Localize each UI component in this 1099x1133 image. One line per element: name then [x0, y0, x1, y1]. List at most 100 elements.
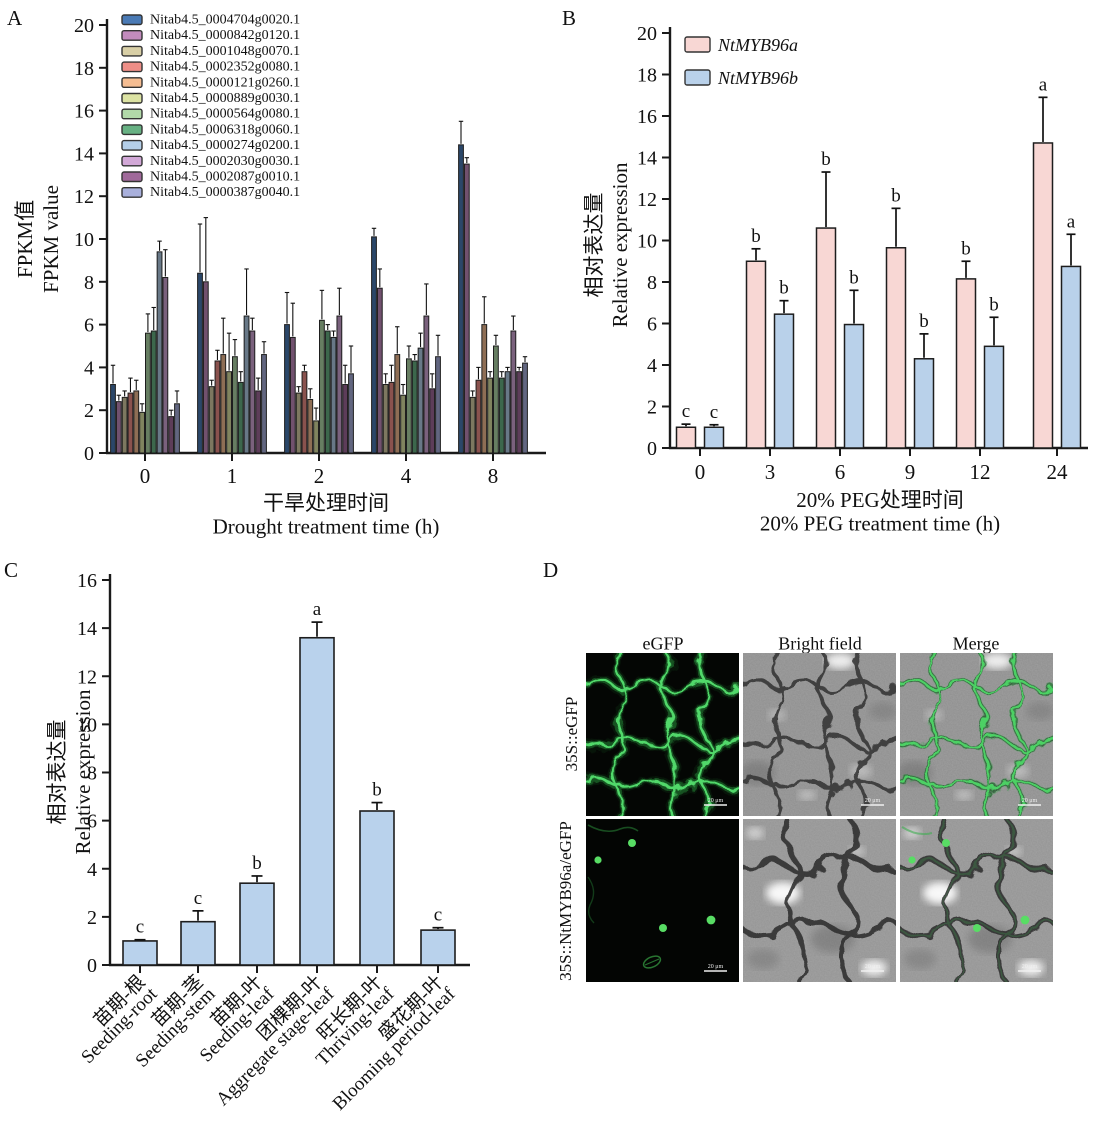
- y-tick-label: 8: [647, 272, 657, 294]
- x-tick-label: 2: [314, 464, 325, 488]
- y-tick-label: 10: [77, 714, 97, 736]
- legend-swatch: [121, 14, 143, 26]
- micrograph-ntmyb96a-gfp: 20 μm: [586, 819, 739, 982]
- bar-Nitab4.5_0000387g0040.1-2: [348, 373, 354, 454]
- grain-texture: [900, 653, 1053, 816]
- x-tick-label: 0: [695, 460, 706, 484]
- bar-NtMYB96b-2: [843, 323, 865, 449]
- micrograph-35s-egfp-gfp-image: 20 μm: [586, 653, 739, 816]
- faint-membrane-wisp: [587, 876, 595, 924]
- scale-bar-label: 20 μm: [708, 798, 724, 804]
- x-tick-label: 3: [765, 460, 776, 484]
- y-tick-label: 10: [637, 231, 657, 253]
- bar-Nitab4.5_0000564g0080.1-1: [232, 356, 238, 454]
- legend-label: NtMYB96b: [717, 68, 798, 88]
- sig-letter: a: [313, 599, 322, 620]
- y-tick-label: 10: [74, 229, 94, 251]
- legend-swatch: [121, 77, 143, 89]
- panel-b-ylabel-en: Relative expression: [608, 162, 632, 328]
- bar-C-5: [420, 929, 456, 966]
- y-tick-label: 12: [77, 666, 97, 688]
- x-tick-label: 6: [835, 460, 846, 484]
- y-tick-label: 6: [647, 314, 657, 336]
- shadow-blob: [1026, 702, 1053, 720]
- y-tick-label: 16: [77, 570, 97, 592]
- panel-c-label: C: [4, 558, 19, 582]
- legend-label: Nitab4.5_0004704g0020.1: [150, 13, 300, 28]
- bar-NtMYB96b-0: [703, 426, 725, 449]
- bar-Nitab4.5_0000842g0120.1-1: [202, 281, 209, 454]
- scale-bar-label: 20 μm: [708, 964, 724, 970]
- bar-Nitab4.5_0000274g0200.1-2: [330, 336, 337, 454]
- highlight-blob: [850, 764, 872, 778]
- bar-Nitab4.5_0002030g0030.1-4: [510, 330, 517, 454]
- legend-swatch: [121, 30, 143, 41]
- y-tick-label: 4: [647, 355, 657, 377]
- y-tick-label: 16: [74, 101, 94, 123]
- bar-Nitab4.5_0000842g0120.1-0: [115, 401, 122, 454]
- bar-Nitab4.5_0000889g0030.1-1: [226, 371, 232, 454]
- legend-label: Nitab4.5_0006318g0060.1: [150, 122, 300, 137]
- bar-C-3: [299, 636, 335, 966]
- bar-Nitab4.5_0000121g0260.1-2: [307, 399, 314, 454]
- legend-swatch: [121, 139, 143, 151]
- bar-NtMYB96b-1: [773, 313, 795, 449]
- sig-letter: c: [682, 401, 690, 422]
- bar-Nitab4.5_0000564g0080.1-3: [406, 358, 412, 454]
- bar-Nitab4.5_0000121g0260.1-4: [481, 324, 488, 454]
- bar-Nitab4.5_0004704g0020.1-3: [371, 236, 377, 454]
- gfp-nucleus-dot: [594, 856, 602, 864]
- bar-NtMYB96a-3: [885, 247, 907, 449]
- panel-a-label: A: [7, 6, 23, 30]
- bar-Nitab4.5_0000564g0080.1-0: [145, 332, 151, 454]
- bar-Nitab4.5_0006318g0060.1-1: [237, 381, 244, 454]
- bar-NtMYB96b-5: [1060, 265, 1082, 449]
- bar-Nitab4.5_0002030g0030.1-2: [336, 315, 343, 454]
- micrograph-ntmyb96a-merge: 20 μm: [900, 819, 1053, 982]
- micrograph-ntmyb96a-merge-image: 20 μm: [900, 819, 1053, 982]
- highlight-blob: [982, 653, 1012, 669]
- legend-label: Nitab4.5_0002087g0010.1: [150, 170, 300, 185]
- legend-label: Nitab4.5_0000564g0080.1: [150, 107, 300, 122]
- bar-NtMYB96b-4: [983, 345, 1005, 449]
- x-tick-label: 8: [488, 464, 499, 488]
- bar-Nitab4.5_0004704g0020.1-2: [284, 324, 290, 454]
- highlight-blob: [1018, 960, 1044, 976]
- gfp-background: [586, 819, 739, 982]
- y-tick-label: 18: [74, 58, 94, 80]
- micrograph-35s-egfp-brightfield-image: 20 μm: [743, 653, 896, 816]
- stomata-outline: [642, 955, 662, 969]
- highlight-blob: [861, 960, 887, 976]
- sig-letter: b: [891, 185, 901, 206]
- gfp-nucleus-dot: [628, 839, 636, 847]
- panel-b-xlabel-en: 20% PEG treatment time (h): [759, 511, 1001, 536]
- highlight-blob: [825, 653, 855, 669]
- bar-C-2: [239, 882, 275, 966]
- bar-Nitab4.5_0000274g0200.1-0: [156, 251, 163, 454]
- bar-Nitab4.5_0002030g0030.1-1: [249, 330, 256, 454]
- gfp-nucleus-dot: [973, 924, 981, 932]
- bar-NtMYB96a-1: [745, 260, 767, 449]
- micrograph-ntmyb96a-brightfield: 20 μm: [743, 819, 896, 982]
- panel-c-tissue-chart: 0246810121416苗期-根Seeding-root苗期-茎Seeding…: [77, 570, 470, 1115]
- bar-Nitab4.5_0002030g0030.1-3: [423, 315, 430, 454]
- sig-letter: c: [136, 917, 144, 938]
- bar-Nitab4.5_0002087g0010.1-0: [168, 416, 175, 454]
- bar-C-4: [359, 810, 395, 966]
- sig-letter: b: [779, 278, 789, 299]
- x-tick-label: 12: [970, 460, 991, 484]
- y-tick-label: 0: [87, 955, 97, 977]
- legend-swatch: [684, 36, 711, 53]
- y-tick-label: 20: [637, 23, 657, 45]
- panel-a-xlabel-zh: 干旱处理时间: [263, 491, 389, 515]
- bar-Nitab4.5_0000274g0200.1-3: [417, 347, 424, 454]
- stomata-slit: [644, 958, 660, 966]
- y-tick-label: 2: [84, 400, 94, 422]
- bar-Nitab4.5_0000564g0080.1-4: [493, 345, 499, 454]
- y-tick-label: 4: [87, 859, 97, 881]
- legend-swatch: [121, 108, 143, 120]
- highlight-blob: [798, 790, 816, 800]
- y-tick-label: 8: [84, 272, 94, 294]
- legend-swatch: [121, 155, 143, 167]
